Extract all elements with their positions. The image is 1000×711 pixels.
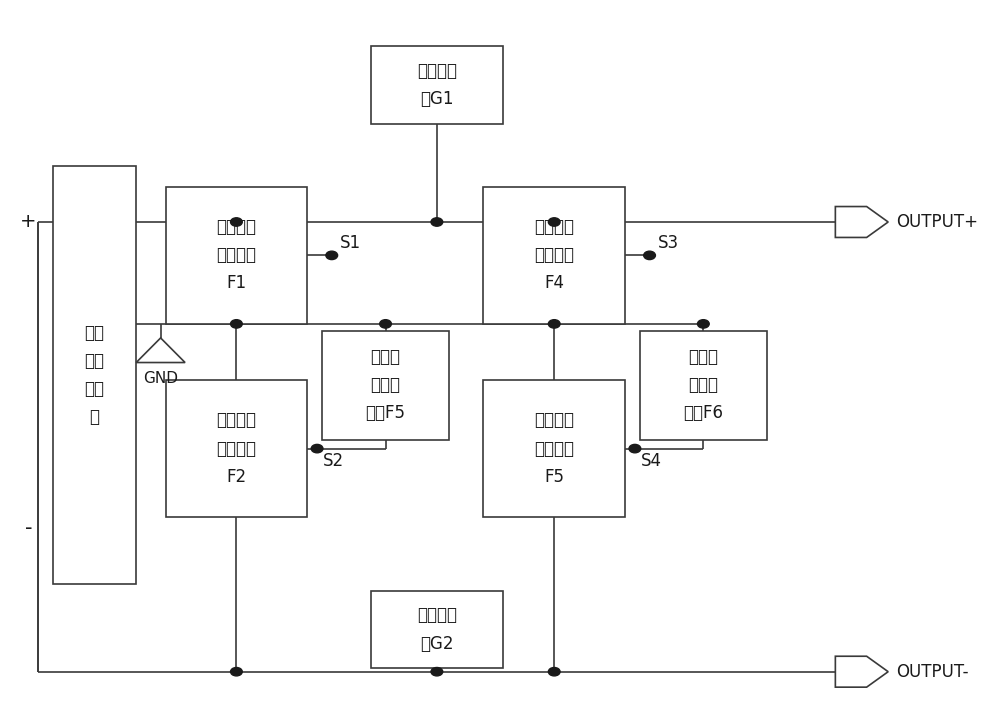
Circle shape bbox=[431, 218, 443, 226]
FancyBboxPatch shape bbox=[640, 331, 767, 440]
Circle shape bbox=[644, 251, 655, 260]
Text: 第一负极: 第一负极 bbox=[216, 412, 256, 429]
Circle shape bbox=[311, 444, 323, 453]
Text: 第一电: 第一电 bbox=[371, 348, 401, 366]
Text: F1: F1 bbox=[226, 274, 246, 292]
Text: 压上拉: 压上拉 bbox=[371, 376, 401, 395]
Text: 电池: 电池 bbox=[85, 380, 105, 398]
Circle shape bbox=[629, 444, 641, 453]
Text: 模块F5: 模块F5 bbox=[366, 405, 406, 422]
Circle shape bbox=[231, 218, 242, 226]
Text: 待测: 待测 bbox=[85, 324, 105, 342]
Text: S3: S3 bbox=[657, 234, 679, 252]
Text: 组: 组 bbox=[90, 408, 100, 426]
Text: 采样模块: 采样模块 bbox=[534, 247, 574, 264]
Text: F5: F5 bbox=[544, 468, 564, 486]
FancyBboxPatch shape bbox=[483, 380, 625, 517]
Circle shape bbox=[697, 320, 709, 328]
FancyBboxPatch shape bbox=[53, 166, 136, 584]
FancyBboxPatch shape bbox=[166, 380, 307, 517]
Circle shape bbox=[231, 320, 242, 328]
Text: 第一电: 第一电 bbox=[688, 348, 718, 366]
FancyBboxPatch shape bbox=[371, 46, 503, 124]
Text: S2: S2 bbox=[323, 452, 344, 470]
Text: 动力: 动力 bbox=[85, 352, 105, 370]
Text: 模块F6: 模块F6 bbox=[683, 405, 723, 422]
Circle shape bbox=[431, 668, 443, 676]
Text: S4: S4 bbox=[641, 452, 662, 470]
Text: 采样模块: 采样模块 bbox=[216, 439, 256, 458]
Polygon shape bbox=[835, 656, 888, 687]
Circle shape bbox=[548, 320, 560, 328]
Text: GND: GND bbox=[143, 371, 178, 386]
FancyBboxPatch shape bbox=[371, 591, 503, 668]
FancyBboxPatch shape bbox=[166, 187, 307, 324]
Text: S1: S1 bbox=[340, 234, 361, 252]
Text: 器G1: 器G1 bbox=[420, 90, 454, 108]
Text: 压上拉: 压上拉 bbox=[688, 376, 718, 395]
Text: 第二负极: 第二负极 bbox=[534, 412, 574, 429]
Circle shape bbox=[548, 218, 560, 226]
Circle shape bbox=[548, 668, 560, 676]
FancyBboxPatch shape bbox=[483, 187, 625, 324]
Text: 第二正极: 第二正极 bbox=[534, 218, 574, 236]
Text: OUTPUT-: OUTPUT- bbox=[896, 663, 968, 680]
Text: F4: F4 bbox=[544, 274, 564, 292]
Text: 第一正极: 第一正极 bbox=[216, 218, 256, 236]
FancyBboxPatch shape bbox=[322, 331, 449, 440]
Text: 正极继电: 正极继电 bbox=[417, 62, 457, 80]
Polygon shape bbox=[136, 338, 185, 363]
Text: 负极继电: 负极继电 bbox=[417, 606, 457, 624]
Text: -: - bbox=[25, 518, 32, 538]
Text: 采样模块: 采样模块 bbox=[534, 439, 574, 458]
Text: 采样模块: 采样模块 bbox=[216, 247, 256, 264]
Text: OUTPUT+: OUTPUT+ bbox=[896, 213, 978, 231]
Polygon shape bbox=[835, 206, 888, 237]
Circle shape bbox=[231, 668, 242, 676]
Circle shape bbox=[326, 251, 338, 260]
Text: F2: F2 bbox=[226, 468, 246, 486]
Text: +: + bbox=[20, 213, 37, 232]
Text: 器G2: 器G2 bbox=[420, 635, 454, 653]
Circle shape bbox=[380, 320, 391, 328]
